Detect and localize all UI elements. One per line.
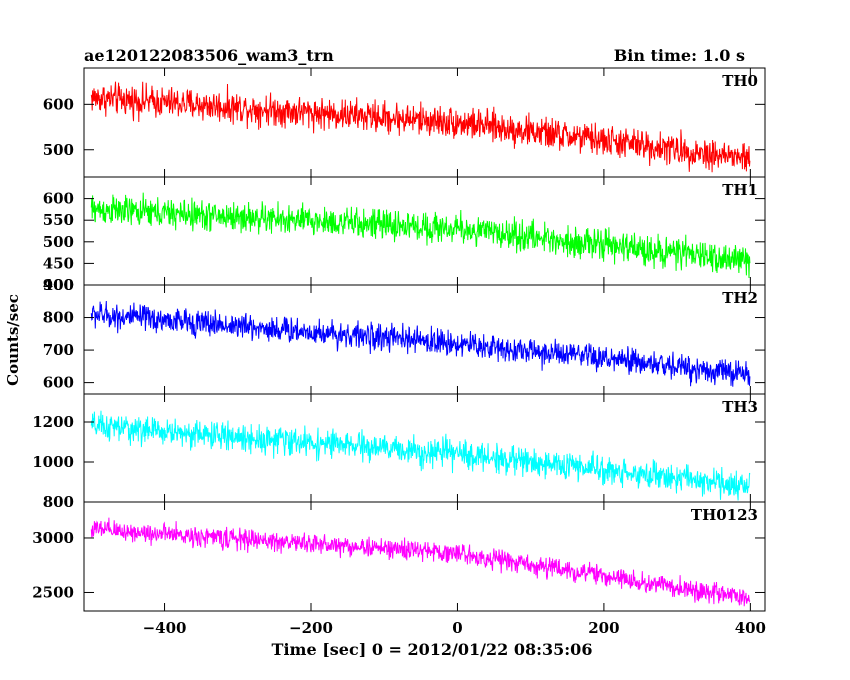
y-tick-label: 400 bbox=[43, 276, 74, 294]
y-tick-label: 700 bbox=[43, 341, 74, 359]
panel-frame bbox=[83, 501, 766, 612]
y-tick-label: 550 bbox=[43, 211, 74, 229]
panels-group: 500 600 TH0 400 450 500 550 600 TH1 600 700 800 900 T… bbox=[32, 67, 766, 637]
x-axis-label: Time [sec] 0 = 2012/01/22 08:35:06 bbox=[272, 640, 593, 659]
y-tick-label: 600 bbox=[43, 374, 74, 392]
chart-title: ae120122083506_wam3_trn bbox=[84, 46, 334, 65]
y-tick-label: 1000 bbox=[32, 453, 74, 471]
y-tick-label: 500 bbox=[43, 141, 74, 159]
series-line-th1 bbox=[90, 192, 751, 279]
y-tick-label: 3000 bbox=[32, 529, 74, 547]
panel-label-th2: TH2 bbox=[722, 289, 758, 307]
panel-label-th0: TH0 bbox=[722, 72, 758, 90]
bin-time-label: Bin time: 1.0 s bbox=[614, 46, 745, 65]
panel-label-th0123: TH0123 bbox=[691, 506, 758, 524]
x-tick-label: 0 bbox=[452, 619, 462, 637]
panel-th1: 400 450 500 550 600 TH1 bbox=[43, 176, 766, 294]
panel-th0123: 2500 3000 TH0123 bbox=[32, 501, 766, 612]
series-line-th2 bbox=[90, 300, 751, 387]
x-tick-label: 200 bbox=[588, 619, 619, 637]
x-tick-label: 400 bbox=[735, 619, 766, 637]
y-tick-label: 450 bbox=[43, 254, 74, 272]
y-axis-label: Counts/sec bbox=[4, 294, 22, 386]
x-tick-label: −400 bbox=[143, 619, 187, 637]
panel-th0: 500 600 TH0 bbox=[43, 67, 766, 178]
panel-th3: 800 1000 1200 TH3 bbox=[32, 393, 766, 511]
panel-frame bbox=[83, 176, 766, 286]
series-line-th0123 bbox=[90, 517, 751, 607]
y-tick-label: 2500 bbox=[32, 583, 74, 601]
y-tick-label: 900 bbox=[43, 276, 74, 294]
y-tick-label: 600 bbox=[43, 190, 74, 208]
panel-label-th1: TH1 bbox=[722, 181, 758, 199]
y-tick-label: 1200 bbox=[32, 413, 74, 431]
series-line-th3 bbox=[90, 410, 751, 501]
panel-label-th3: TH3 bbox=[722, 398, 758, 416]
y-tick-label: 800 bbox=[43, 309, 74, 327]
panel-th2: 600 700 800 900 TH2 bbox=[43, 276, 766, 395]
series-line-th0 bbox=[90, 81, 751, 173]
x-tick-label: −200 bbox=[289, 619, 333, 637]
y-tick-label: 800 bbox=[43, 493, 74, 511]
y-tick-label: 500 bbox=[43, 233, 74, 251]
y-tick-label: 600 bbox=[43, 95, 74, 113]
